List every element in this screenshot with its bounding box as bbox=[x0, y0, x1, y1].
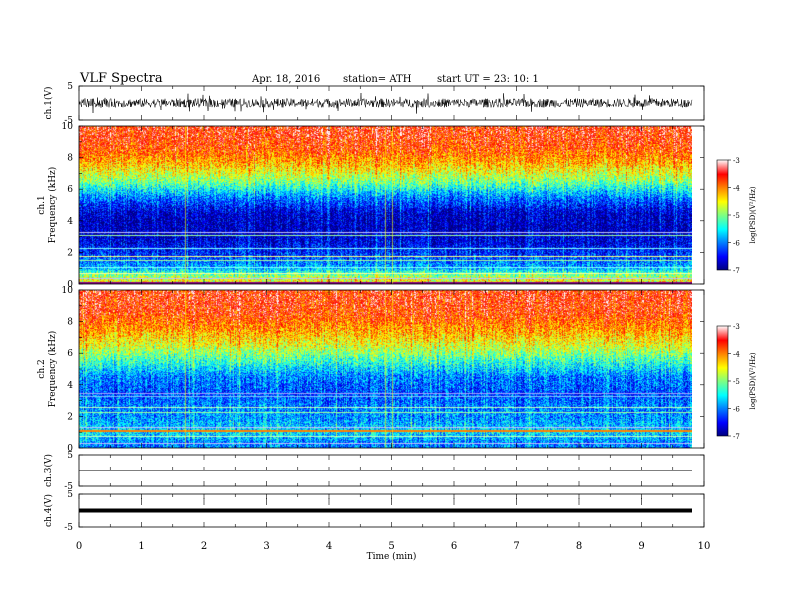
ch1-spectrogram-ylabel: Frequency (kHz) bbox=[47, 167, 58, 244]
start-time-label: start UT = 23: 10: 1 bbox=[437, 74, 539, 85]
y-tick-label: 8 bbox=[67, 318, 73, 328]
y-tick-label: 0 bbox=[67, 444, 73, 454]
ch1-spectrogram-colorbar bbox=[716, 159, 729, 271]
ch1-waveform-ylabel: ch.1(V) bbox=[43, 87, 54, 120]
y-tick-label: 2 bbox=[67, 412, 73, 422]
colorbar-tick-label: -6 bbox=[733, 240, 740, 248]
x-tick-label: 6 bbox=[451, 541, 457, 552]
y-tick-label: -5 bbox=[64, 116, 73, 126]
y-tick-label: 2 bbox=[67, 248, 73, 258]
x-tick-label: 9 bbox=[638, 541, 644, 552]
colorbar-tick-label: -7 bbox=[733, 433, 740, 441]
ch2-spectrogram-colorbar bbox=[716, 325, 729, 437]
x-axis-label: Time (min) bbox=[367, 551, 417, 562]
date-label: Apr. 18, 2016 bbox=[252, 74, 321, 85]
y-tick-label: 6 bbox=[67, 185, 73, 195]
y-tick-label: 8 bbox=[67, 154, 73, 164]
colorbar-tick-label: -3 bbox=[733, 157, 740, 165]
x-tick-label: 10 bbox=[698, 541, 711, 552]
y-tick-label: 5 bbox=[67, 451, 73, 461]
figure-title: VLF Spectra bbox=[80, 71, 163, 86]
ch1-waveform-trace bbox=[78, 92, 693, 114]
ch2-spectrogram-heatmap bbox=[79, 290, 692, 448]
ch2-spectrogram-ylabel: ch.2 bbox=[37, 359, 47, 378]
y-tick-label: 5 bbox=[67, 82, 73, 92]
y-tick-label: 6 bbox=[67, 349, 73, 359]
colorbar-tick-label: -4 bbox=[733, 351, 740, 359]
x-tick-label: 5 bbox=[388, 541, 394, 552]
y-tick-label: -5 bbox=[64, 523, 73, 533]
y-tick-label: 10 bbox=[62, 122, 74, 132]
colorbar-tick-label: -7 bbox=[733, 267, 740, 275]
colorbar-tick-label: -5 bbox=[733, 378, 740, 386]
y-tick-label: 4 bbox=[67, 217, 73, 227]
x-tick-label: 8 bbox=[576, 541, 582, 552]
x-tick-label: 2 bbox=[201, 541, 207, 552]
ch3-waveform-ylabel: ch.3(V) bbox=[43, 454, 54, 487]
colorbar-tick-label: -3 bbox=[733, 323, 740, 331]
ch1-waveform-frame bbox=[78, 85, 705, 121]
x-tick-label: 4 bbox=[326, 541, 332, 552]
x-tick-label: 1 bbox=[138, 541, 144, 552]
x-tick-label: 7 bbox=[513, 541, 519, 552]
ch1-spectrogram-colorbar-label: log(PSD)(V²/Hz) bbox=[749, 186, 757, 243]
y-tick-label: 5 bbox=[67, 490, 73, 500]
colorbar-tick-label: -5 bbox=[733, 212, 740, 220]
y-tick-label: 10 bbox=[62, 286, 74, 296]
y-tick-label: 0 bbox=[67, 280, 73, 290]
ch1-spectrogram-ylabel: ch.1 bbox=[37, 195, 47, 214]
ch1-spectrogram-heatmap bbox=[79, 126, 692, 284]
station-label: station= ATH bbox=[343, 74, 412, 85]
y-tick-label: -5 bbox=[64, 482, 73, 492]
y-tick-label: 4 bbox=[67, 381, 73, 391]
ch4-waveform-ylabel: ch.4(V) bbox=[43, 494, 54, 527]
colorbar-tick-label: -4 bbox=[733, 185, 740, 193]
colorbar-tick-label: -6 bbox=[733, 406, 740, 414]
x-tick-label: 3 bbox=[263, 541, 269, 552]
ch2-spectrogram-colorbar-label: log(PSD)(V²/Hz) bbox=[749, 352, 757, 409]
x-tick-label: 0 bbox=[76, 541, 82, 552]
ch2-spectrogram-ylabel: Frequency (kHz) bbox=[47, 331, 58, 408]
